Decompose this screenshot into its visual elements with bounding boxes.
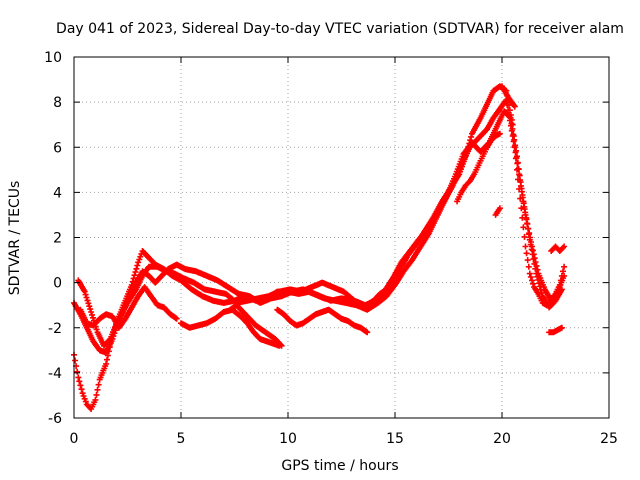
x-tick-label: 15: [386, 431, 404, 447]
y-tick-label: 10: [44, 50, 62, 66]
series-track-12: [546, 324, 565, 336]
data-points-track-7: [274, 306, 371, 336]
series-track-3: [75, 108, 565, 349]
y-tick-label: 8: [53, 95, 62, 111]
series-track-7: [274, 306, 371, 336]
y-tick-label: -4: [48, 366, 62, 382]
data-points-track-12: [546, 324, 565, 336]
data-points-track-4: [77, 284, 180, 331]
y-tick-label: 2: [53, 231, 62, 247]
series-track-8: [454, 130, 503, 205]
y-tick-label: 0: [53, 276, 62, 292]
x-tick-label: 20: [493, 431, 511, 447]
data-series: [71, 83, 568, 412]
data-points-track-9: [499, 83, 518, 110]
series-track-4: [77, 284, 180, 331]
tick-labels: 0 5 10 15 20 25 -6 -4 -2 0 2 4 6 8 10: [44, 50, 618, 447]
y-tick-label: 4: [53, 185, 62, 201]
x-axis-label: GPS time / hours: [281, 458, 398, 474]
series-track-5: [178, 306, 283, 349]
data-points-track-6: [227, 302, 285, 349]
data-points-track-11: [548, 243, 568, 254]
data-points-track-5: [178, 306, 283, 349]
series-track-9: [499, 83, 518, 110]
y-tick-label: -2: [48, 321, 62, 337]
data-points-track-10: [492, 205, 503, 218]
axes: [73, 56, 610, 419]
y-tick-label: 6: [53, 140, 62, 156]
series-track-11: [548, 243, 568, 254]
data-points-track-3: [75, 108, 565, 349]
data-points-track-8: [454, 130, 503, 205]
series-track-10: [492, 205, 503, 218]
x-tick-label: 10: [279, 431, 297, 447]
y-axis-label: SDTVAR / TECUs: [7, 181, 23, 296]
x-tick-label: 0: [70, 431, 79, 447]
series-track-6: [227, 302, 285, 349]
y-tick-label: -6: [48, 411, 62, 427]
x-tick-label: 5: [177, 431, 186, 447]
chart-title: Day 041 of 2023, Sidereal Day-to-day VTE…: [56, 21, 624, 37]
x-tick-label: 25: [600, 431, 618, 447]
